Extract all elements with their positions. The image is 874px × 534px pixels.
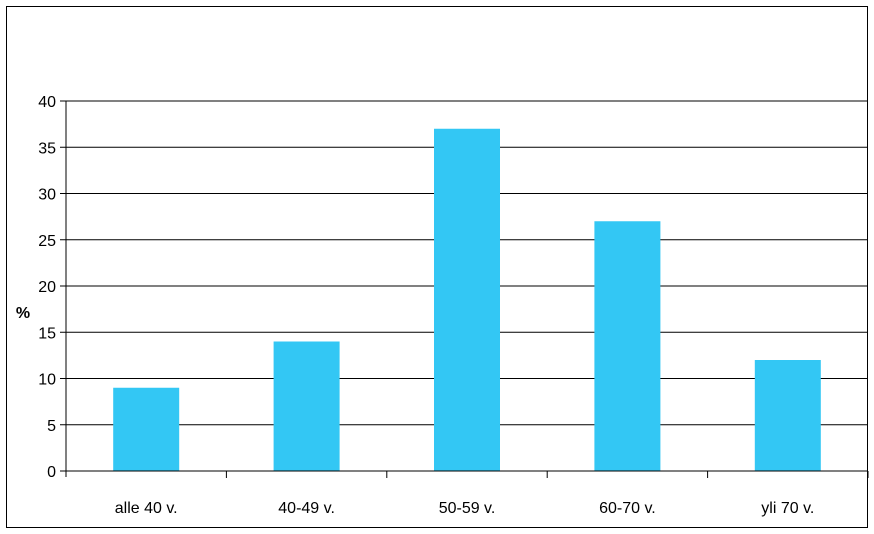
bar [113, 387, 180, 471]
x-tick-label: yli 70 v. [761, 500, 814, 517]
y-axis-label: % [16, 305, 30, 322]
y-tick-label: 35 [38, 140, 56, 157]
x-tick-label: 50-59 v. [439, 500, 496, 517]
bar [434, 128, 500, 471]
x-tick-labels: alle 40 v. 40-49 v. 50-59 v. 60-70 v. yli 70… [115, 500, 815, 517]
y-tick-label: 30 [38, 187, 56, 204]
bar [594, 221, 661, 471]
bar [754, 360, 821, 471]
bars [113, 128, 821, 471]
y-tick-label: 40 [38, 94, 56, 111]
y-tick-label: 25 [38, 233, 56, 250]
x-tick-label: 40-49 v. [278, 500, 335, 517]
x-tick-label: 60-70 v. [599, 500, 656, 517]
y-tick-label: 10 [38, 372, 56, 389]
y-tick-label: 5 [47, 418, 56, 435]
y-tick-label: 15 [38, 325, 56, 342]
y-tick-label: 0 [47, 464, 56, 481]
x-tick-label: alle 40 v. [115, 500, 178, 517]
axes [60, 100, 869, 478]
bar [273, 341, 340, 471]
y-tick-label: 20 [38, 279, 56, 296]
y-tick-labels: 0 5 10 15 20 25 30 35 40 [38, 94, 56, 481]
